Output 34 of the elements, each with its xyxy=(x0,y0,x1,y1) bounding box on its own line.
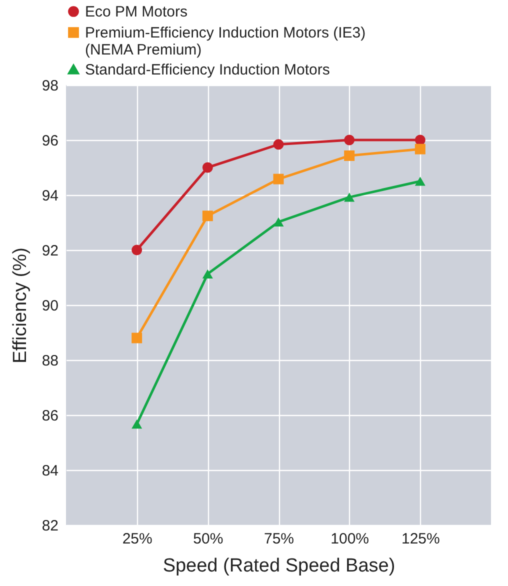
y-tick-label: 86 xyxy=(42,408,58,424)
point xyxy=(414,144,426,154)
legend-label: Eco PM Motors xyxy=(85,4,188,20)
x-tick-label: 100% xyxy=(330,530,370,548)
y-tick-label: 90 xyxy=(42,298,58,314)
y-tick-label: 84 xyxy=(42,462,58,480)
point xyxy=(273,139,284,150)
x-tick-label: 25% xyxy=(122,530,152,548)
point xyxy=(202,210,213,222)
point xyxy=(202,162,213,173)
y-tick-label: 92 xyxy=(42,242,58,260)
point xyxy=(344,150,355,161)
y-tick-label: 88 xyxy=(42,352,58,370)
point xyxy=(132,332,142,344)
legend-label: Premium-Efficiency Induction Motors (IE3) (NEMA Premium) xyxy=(85,24,366,58)
point xyxy=(273,217,284,226)
point xyxy=(132,244,142,256)
y-tick-label: 94 xyxy=(42,188,58,204)
y-tick-label: 98 xyxy=(42,78,58,94)
point xyxy=(202,269,213,278)
x-axis-title: Speed (Rated Speed Base) xyxy=(162,556,396,576)
y-axis-title: Efficiency (%) xyxy=(10,248,31,364)
point xyxy=(132,420,142,429)
y-tick-label: 96 xyxy=(42,132,58,150)
point xyxy=(414,176,426,186)
point xyxy=(344,192,355,202)
point xyxy=(344,134,355,146)
x-tick-label: 125% xyxy=(401,530,440,548)
x-tick-label: 50% xyxy=(193,530,224,548)
y-tick-label: 82 xyxy=(42,518,58,534)
legend-label: Standard-Efficiency Induction Motors xyxy=(85,62,330,78)
x-tick-label: 75% xyxy=(264,530,294,548)
point xyxy=(414,134,426,146)
point xyxy=(273,174,284,184)
